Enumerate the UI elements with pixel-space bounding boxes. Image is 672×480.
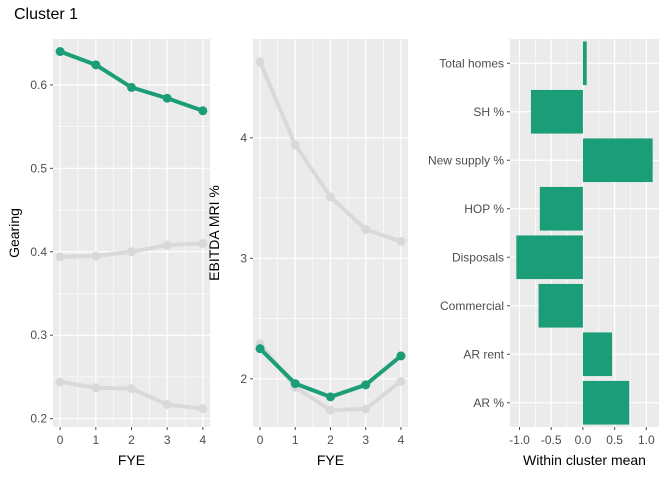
bar bbox=[538, 283, 583, 328]
highlight-data-point bbox=[162, 93, 172, 103]
muted-data-point bbox=[326, 405, 335, 415]
x-tick-label: -1.0 bbox=[509, 433, 530, 447]
y-tick-label: 0.4 bbox=[30, 245, 47, 259]
x-tick-label: 0.5 bbox=[606, 433, 623, 447]
x-axis-title: Within cluster mean bbox=[523, 452, 646, 468]
x-axis-title: FYE bbox=[317, 452, 344, 468]
line-panel-2: 2 3 4 0 1 2 3 4 FYE EBITDA MRI % bbox=[206, 39, 408, 468]
x-tick-label: 3 bbox=[164, 433, 171, 447]
figure-title: Cluster 1 bbox=[14, 6, 79, 23]
y-tick-label: 4 bbox=[240, 131, 247, 145]
x-tick-label: 0 bbox=[257, 433, 264, 447]
bar bbox=[516, 235, 583, 280]
bar-panel: -1.0 -0.5 0.0 0.5 1.0 Total homes SH % New supp… bbox=[428, 39, 659, 468]
category-label: AR rent bbox=[463, 347, 504, 361]
highlight-data-point bbox=[91, 60, 101, 70]
y-tick-label: 0.3 bbox=[30, 328, 47, 342]
y-tick-label: 2 bbox=[240, 372, 247, 386]
highlight-data-point bbox=[326, 392, 335, 402]
highlight-data-point bbox=[198, 106, 208, 116]
y-tick-label: 0.6 bbox=[30, 78, 47, 92]
category-label: AR % bbox=[473, 396, 504, 410]
muted-data-point bbox=[198, 404, 208, 414]
x-axis-title: FYE bbox=[118, 452, 145, 468]
bar bbox=[582, 41, 587, 86]
highlight-data-point bbox=[127, 82, 136, 92]
y-tick-label: 0.5 bbox=[30, 161, 47, 175]
x-tick-label: 4 bbox=[398, 433, 405, 447]
bar bbox=[582, 380, 630, 425]
x-tick-label: 0 bbox=[57, 433, 64, 447]
x-tick-label: -0.5 bbox=[541, 433, 562, 447]
muted-data-point bbox=[396, 236, 406, 246]
muted-data-point bbox=[290, 140, 300, 150]
muted-data-point bbox=[396, 376, 406, 386]
highlight-data-point bbox=[361, 380, 371, 390]
y-tick-label: 0.2 bbox=[30, 412, 47, 426]
bar bbox=[530, 89, 583, 134]
muted-data-point bbox=[326, 192, 335, 202]
muted-data-point bbox=[198, 238, 208, 248]
muted-data-point bbox=[127, 247, 136, 257]
x-tick-label: 0.0 bbox=[575, 433, 592, 447]
muted-data-point bbox=[127, 384, 136, 394]
highlight-data-point bbox=[290, 379, 300, 389]
bar bbox=[582, 332, 613, 377]
bar bbox=[539, 186, 583, 231]
muted-data-point bbox=[361, 224, 371, 234]
y-tick-label: 3 bbox=[240, 251, 247, 265]
category-label: New supply % bbox=[428, 153, 504, 167]
muted-data-point bbox=[55, 377, 65, 387]
muted-data-point bbox=[162, 399, 172, 409]
muted-data-point bbox=[255, 57, 265, 67]
category-label: Disposals bbox=[452, 250, 504, 264]
muted-data-point bbox=[91, 383, 101, 393]
highlight-data-point bbox=[55, 47, 65, 57]
category-label: Total homes bbox=[439, 56, 504, 70]
category-label: Commercial bbox=[440, 299, 504, 313]
x-tick-label: 1.0 bbox=[638, 433, 655, 447]
x-tick-label: 2 bbox=[128, 433, 135, 447]
category-label: SH % bbox=[473, 105, 504, 119]
muted-data-point bbox=[55, 252, 65, 262]
category-label: HOP % bbox=[464, 202, 504, 216]
x-tick-label: 1 bbox=[92, 433, 99, 447]
highlight-data-point bbox=[255, 344, 265, 354]
x-tick-label: 2 bbox=[327, 433, 334, 447]
line-panel-1: 0.2 0.3 0.4 0.5 0.6 0 1 2 3 4 FYE Gearing bbox=[6, 39, 210, 468]
muted-data-point bbox=[162, 240, 172, 250]
highlight-data-point bbox=[396, 351, 406, 361]
x-tick-label: 1 bbox=[292, 433, 299, 447]
bar bbox=[582, 138, 653, 183]
x-tick-label: 4 bbox=[200, 433, 207, 447]
y-axis-title: Gearing bbox=[6, 208, 22, 258]
muted-data-point bbox=[361, 404, 371, 414]
x-tick-label: 3 bbox=[362, 433, 369, 447]
y-axis-title: EBITDA MRI % bbox=[206, 185, 222, 281]
muted-data-point bbox=[91, 251, 101, 261]
